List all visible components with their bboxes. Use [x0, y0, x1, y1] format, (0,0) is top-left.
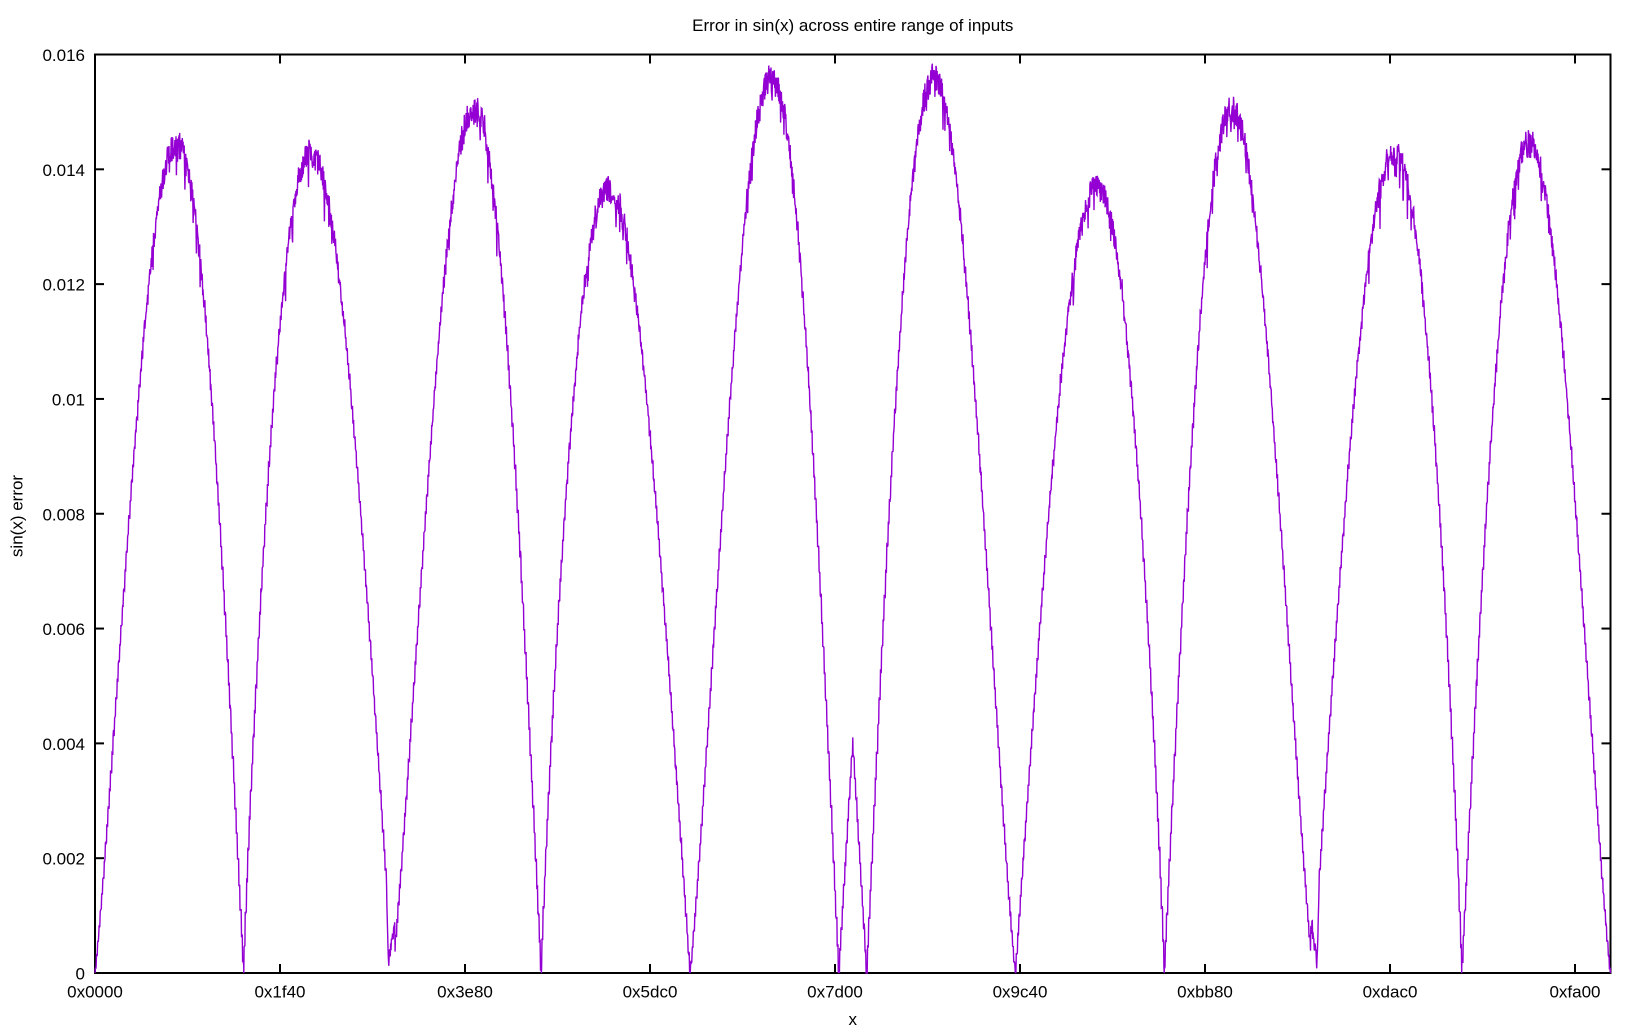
- svg-text:0x5dc0: 0x5dc0: [623, 983, 678, 1002]
- svg-text:0.014: 0.014: [42, 161, 85, 180]
- svg-text:0x9c40: 0x9c40: [993, 983, 1048, 1002]
- svg-text:0.002: 0.002: [42, 850, 85, 869]
- svg-text:0.004: 0.004: [42, 735, 85, 754]
- svg-text:Error in sin(x) across entire: Error in sin(x) across entire range of i…: [692, 16, 1013, 35]
- svg-text:0.01: 0.01: [52, 390, 85, 409]
- svg-text:0x0000: 0x0000: [67, 983, 123, 1002]
- svg-text:x: x: [849, 1010, 858, 1029]
- svg-text:0xdac0: 0xdac0: [1363, 983, 1418, 1002]
- svg-text:0: 0: [76, 965, 85, 984]
- svg-text:0x1f40: 0x1f40: [254, 983, 305, 1002]
- svg-text:0xbb80: 0xbb80: [1177, 983, 1233, 1002]
- svg-text:0xfa00: 0xfa00: [1549, 983, 1600, 1002]
- svg-text:sin(x) error: sin(x) error: [8, 475, 27, 558]
- svg-text:0.012: 0.012: [42, 276, 85, 295]
- svg-text:0x3e80: 0x3e80: [437, 983, 493, 1002]
- svg-text:0.016: 0.016: [42, 46, 85, 65]
- svg-text:0.006: 0.006: [42, 620, 85, 639]
- svg-text:0x7d00: 0x7d00: [807, 983, 863, 1002]
- svg-text:0.008: 0.008: [42, 505, 85, 524]
